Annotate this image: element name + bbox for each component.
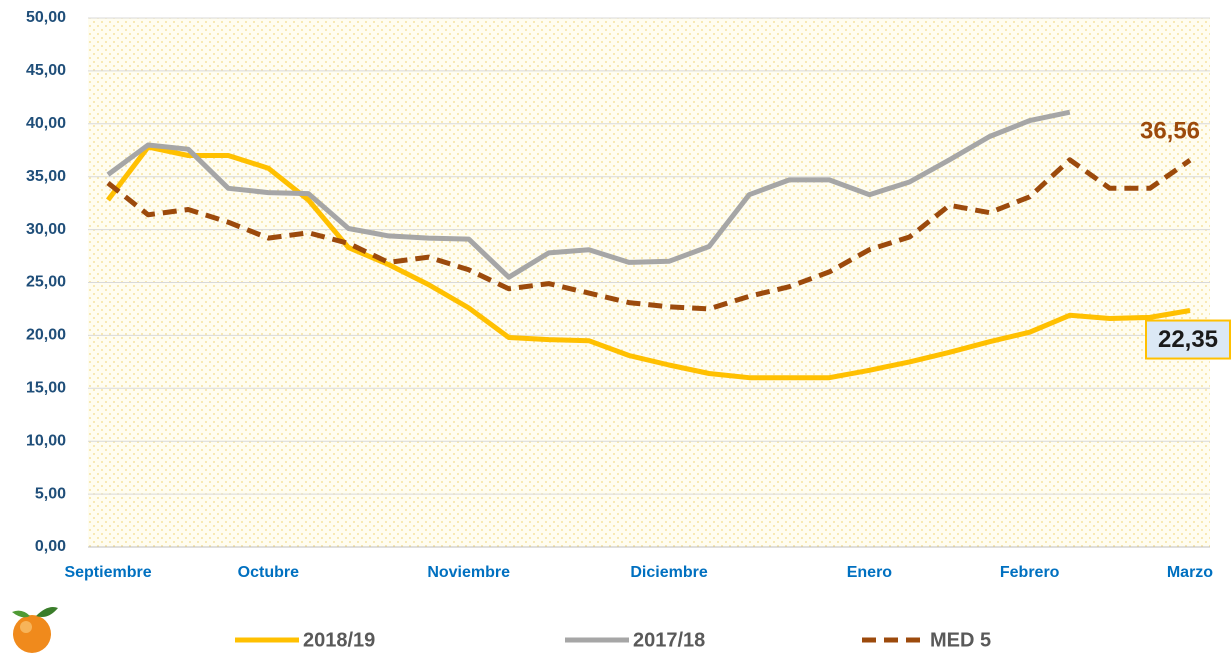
x-tick-label: Septiembre [64,564,151,581]
data-label: 22,35 [1158,326,1218,353]
legend-label: 2017/18 [633,629,705,651]
y-tick-label: 15,00 [26,380,66,397]
y-tick-label: 50,00 [26,9,66,26]
x-tick-label: Octubre [238,564,299,581]
data-label: 36,56 [1140,118,1200,145]
y-tick-label: 35,00 [26,168,66,185]
y-tick-label: 0,00 [35,538,66,555]
x-tick-label: Febrero [1000,564,1060,581]
y-tick-label: 25,00 [26,274,66,291]
y-tick-label: 30,00 [26,221,66,238]
y-tick-label: 20,00 [26,327,66,344]
x-tick-label: Noviembre [427,564,510,581]
x-tick-label: Enero [847,564,893,581]
x-tick-label: Marzo [1167,564,1213,581]
y-tick-label: 10,00 [26,432,66,449]
y-tick-label: 40,00 [26,115,66,132]
orange-icon [12,607,58,653]
legend-label: MED 5 [930,629,991,651]
chart: 0,00 5,00 10,00 15,00 20,00 25,00 30,00 35,00 40… [0,0,1232,656]
legend-label: 2018/19 [303,629,375,651]
y-tick-label: 45,00 [26,62,66,79]
x-tick-label: Diciembre [630,564,707,581]
y-tick-label: 5,00 [35,485,66,502]
